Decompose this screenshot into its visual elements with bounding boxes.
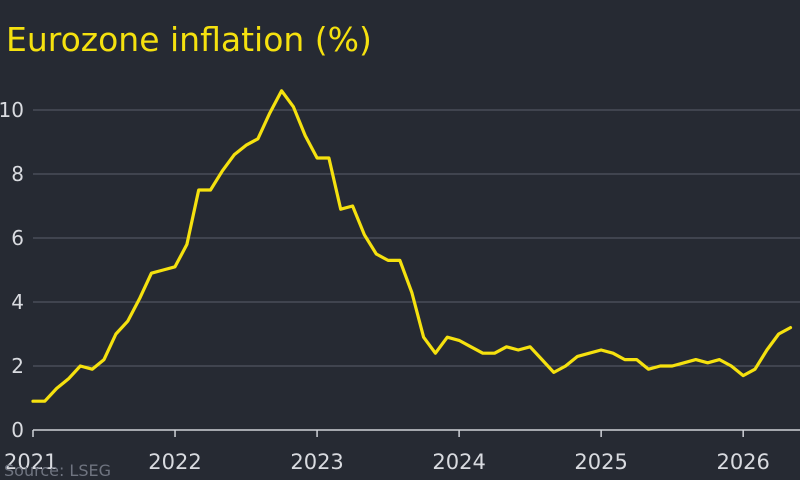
data-point xyxy=(114,332,118,336)
x-tick-label: 2021 xyxy=(4,450,57,474)
data-point xyxy=(256,137,260,140)
y-tick-label: 8 xyxy=(11,162,24,186)
gridlines xyxy=(33,109,800,431)
data-point xyxy=(635,358,638,361)
y-tick-label: 0 xyxy=(11,418,24,442)
x-tick-label: 2024 xyxy=(432,450,485,474)
data-point xyxy=(588,352,591,355)
data-point xyxy=(209,188,212,192)
data-point xyxy=(528,345,532,348)
data-point xyxy=(339,208,342,211)
data-point xyxy=(410,291,413,294)
data-point xyxy=(517,348,520,352)
data-point xyxy=(363,233,366,236)
data-point xyxy=(505,345,508,348)
data-point xyxy=(398,259,402,262)
y-tick-label: 10 xyxy=(0,98,24,122)
data-point xyxy=(611,352,615,355)
data-point xyxy=(446,336,449,339)
data-point xyxy=(659,364,662,368)
data-point xyxy=(789,326,792,329)
data-point xyxy=(552,371,555,374)
data-point xyxy=(434,352,437,355)
data-point xyxy=(102,358,106,361)
data-point xyxy=(91,368,94,371)
data-point xyxy=(753,368,757,371)
data-point xyxy=(185,243,189,246)
data-point xyxy=(162,268,165,272)
y-tick-label: 2 xyxy=(11,354,24,378)
data-point xyxy=(197,188,200,192)
data-point xyxy=(706,361,709,364)
data-point xyxy=(457,339,461,342)
data-point xyxy=(327,156,331,160)
data-point xyxy=(576,355,579,358)
data-point xyxy=(540,358,544,361)
y-axis-ticks: 0 2 4 6 8 10 xyxy=(0,98,24,442)
x-tick-label: 2026 xyxy=(716,450,769,474)
data-point xyxy=(647,368,650,371)
data-point xyxy=(493,352,496,355)
data-point xyxy=(564,364,567,368)
data-point xyxy=(55,387,58,390)
data-point xyxy=(304,134,307,137)
x-axis-ticks: 2021 2022 2023 2024 2025 2026 xyxy=(4,430,770,474)
data-point xyxy=(150,272,153,275)
chart-title: Eurozone inflation (%) xyxy=(6,20,372,59)
data-point xyxy=(623,358,626,361)
y-tick-label: 4 xyxy=(11,290,24,314)
data-point xyxy=(718,358,721,361)
data-point xyxy=(481,352,484,355)
data-point xyxy=(730,364,733,368)
data-point xyxy=(315,156,319,160)
data-point xyxy=(682,361,686,364)
data-point xyxy=(43,400,46,403)
data-point xyxy=(138,297,141,300)
x-tick-label: 2023 xyxy=(290,450,343,474)
data-point xyxy=(268,112,271,115)
data-point xyxy=(233,153,236,156)
data-point xyxy=(221,169,224,172)
data-point xyxy=(694,358,697,361)
data-point xyxy=(79,364,82,368)
y-tick-label: 6 xyxy=(11,226,24,250)
data-point xyxy=(67,377,70,380)
data-point xyxy=(375,252,378,256)
data-point xyxy=(126,320,129,323)
data-point xyxy=(351,204,354,208)
data-point xyxy=(422,336,425,339)
data-point xyxy=(31,400,35,403)
data-point xyxy=(292,105,295,109)
data-point xyxy=(742,374,745,377)
data-point xyxy=(280,89,283,93)
x-tick-label: 2022 xyxy=(148,450,201,474)
data-point xyxy=(599,348,603,352)
data-point xyxy=(765,348,769,352)
data-point xyxy=(777,332,780,336)
data-point xyxy=(469,345,473,348)
x-tick-label: 2025 xyxy=(574,450,627,474)
data-point xyxy=(244,144,248,147)
data-point xyxy=(386,259,390,262)
data-point xyxy=(173,265,177,268)
data-point xyxy=(671,364,674,368)
inflation-line xyxy=(31,89,793,403)
series-layer xyxy=(31,89,793,403)
source-note: Source: LSEG xyxy=(4,461,112,480)
